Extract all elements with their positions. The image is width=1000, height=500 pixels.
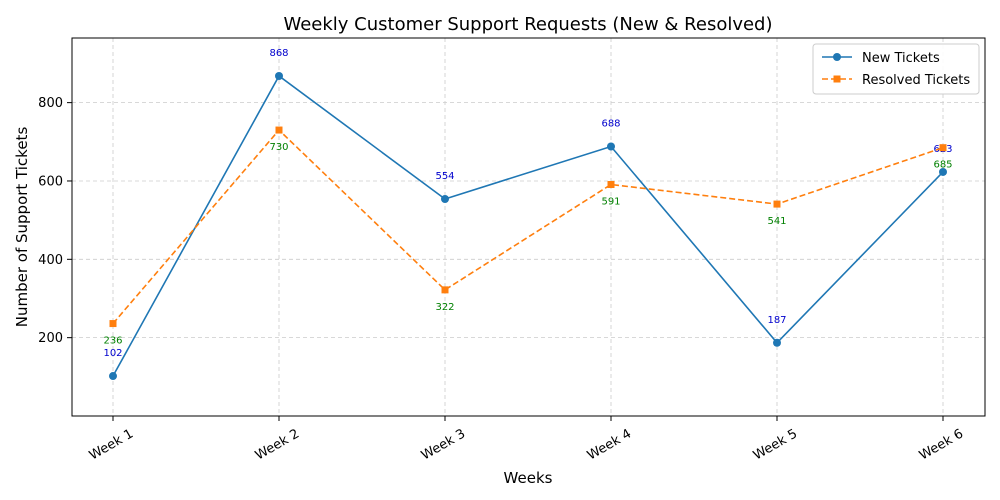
tick-layer: Week 1 Week 2 Week 3 Week 4 Week 5 Week 6 200 4… — [38, 96, 966, 463]
series-resolved-tickets: 236 730 322 591 541 685 — [103, 126, 953, 347]
y-tick-label: 200 — [38, 331, 63, 346]
data-point — [109, 372, 117, 381]
data-point — [773, 200, 781, 208]
data-point — [109, 320, 117, 328]
legend-marker — [833, 75, 841, 83]
x-tick-label: Week 6 — [917, 426, 966, 463]
series-line — [112, 128, 944, 325]
grid — [72, 38, 985, 416]
legend-label: Resolved Tickets — [862, 73, 970, 88]
series-new-tickets: 102868554688187623 — [103, 48, 953, 381]
data-point — [441, 286, 449, 294]
data-point — [939, 144, 947, 152]
data-point — [275, 126, 283, 134]
x-tick-label: Week 5 — [751, 426, 800, 463]
legend-label: New Tickets — [862, 51, 940, 66]
legend-box — [812, 43, 980, 95]
data-label: 591 — [601, 196, 620, 207]
data-point — [939, 167, 947, 176]
data-label: 554 — [435, 171, 454, 182]
data-label: 102 — [103, 348, 122, 359]
y-tick-label: 800 — [38, 96, 63, 111]
x-tick-label: Week 3 — [419, 426, 468, 463]
y-axis-label: Number of Support Tickets — [13, 127, 31, 328]
legend-marker — [833, 53, 841, 61]
data-label: 730 — [269, 142, 288, 153]
data-label: 541 — [767, 216, 786, 227]
data-label: 187 — [767, 315, 786, 326]
series-line — [112, 74, 944, 377]
y-tick-label: 400 — [38, 253, 63, 268]
chart-title: Weekly Customer Support Requests (New & … — [283, 14, 772, 35]
data-point — [607, 142, 615, 151]
x-tick-label: Week 2 — [253, 426, 302, 463]
data-point — [275, 71, 283, 80]
plot-frame — [71, 37, 986, 417]
x-tick-label: Week 1 — [87, 426, 136, 463]
data-point — [607, 180, 615, 188]
data-point — [773, 338, 781, 347]
y-tick-label: 600 — [38, 174, 63, 189]
data-label: 322 — [435, 302, 454, 313]
series-layer: 102868554688187623236730322591541685 — [103, 48, 953, 381]
legend: New Tickets Resolved Tickets — [812, 43, 980, 95]
x-axis-label: Weeks — [504, 469, 553, 487]
data-label: 236 — [103, 336, 122, 347]
x-tick-label: Week 4 — [585, 426, 634, 463]
data-label: 685 — [933, 160, 952, 171]
data-label: 688 — [601, 119, 620, 130]
data-label: 868 — [269, 48, 288, 59]
data-point — [441, 194, 449, 203]
